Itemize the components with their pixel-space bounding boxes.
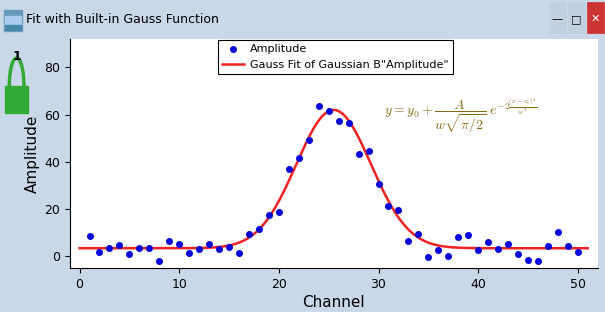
Bar [587,2,604,33]
Amplitude [105,246,114,251]
Text: 1: 1 [12,50,21,63]
Amplitude [224,245,234,250]
Amplitude [125,251,134,256]
Amplitude [404,239,413,244]
Bar [549,2,566,33]
Line: Gauss Fit of Gaussian B"Amplitude": Gauss Fit of Gaussian B"Amplitude" [79,110,588,248]
Amplitude [433,248,443,253]
Text: ✕: ✕ [591,14,600,24]
Text: □: □ [571,14,582,24]
Amplitude [543,243,553,248]
Amplitude [165,238,174,243]
Amplitude [134,246,144,251]
Amplitude [354,151,364,156]
Amplitude [324,109,333,114]
Y-axis label: Amplitude: Amplitude [25,115,40,193]
Amplitude [394,207,404,212]
Amplitude [453,235,463,240]
Bar [568,2,585,33]
Amplitude [533,259,543,264]
Amplitude [254,226,264,231]
Amplitude [304,138,313,143]
Gauss Fit of Gaussian B"Amplitude" [306,134,313,138]
Text: Fit with Built-in Gauss Function: Fit with Built-in Gauss Function [26,13,219,26]
Amplitude [154,258,164,263]
Amplitude [194,247,204,252]
Amplitude [94,249,104,254]
X-axis label: Channel: Channel [302,295,365,310]
Bar [4,10,22,31]
Amplitude [145,246,154,251]
Text: $y = y_0 + \dfrac{A}{w\sqrt{\pi/2}}\;e^{-2\frac{(x-x_c)^2}{w^2}}$: $y = y_0 + \dfrac{A}{w\sqrt{\pi/2}}\;e^{… [384,96,537,135]
Amplitude [374,181,384,186]
Amplitude [174,241,184,246]
Gauss Fit of Gaussian B"Amplitude" [416,236,423,240]
Text: —: — [552,14,563,24]
Amplitude [513,251,523,256]
Legend: Amplitude, Gauss Fit of Gaussian B"Amplitude": Amplitude, Gauss Fit of Gaussian B"Ampli… [218,40,453,75]
Amplitude [384,204,393,209]
Amplitude [344,121,353,126]
Amplitude [85,234,94,239]
Gauss Fit of Gaussian B"Amplitude" [76,246,83,250]
Amplitude [234,251,244,256]
Amplitude [204,241,214,246]
Bar [5,16,21,30]
Amplitude [244,231,253,236]
Amplitude [443,253,453,258]
Amplitude [264,213,273,218]
Amplitude [214,246,224,251]
Amplitude [573,250,583,255]
Amplitude [364,149,373,154]
Amplitude [274,209,284,214]
Amplitude [414,231,424,236]
Amplitude [473,248,483,253]
Amplitude [483,240,493,245]
Bar [5,25,21,30]
Amplitude [185,250,194,255]
Gauss Fit of Gaussian B"Amplitude" [459,246,466,250]
Amplitude [334,119,344,124]
Amplitude [463,233,473,238]
Amplitude [503,242,513,247]
Gauss Fit of Gaussian B"Amplitude" [376,182,384,186]
Amplitude [553,230,563,235]
Amplitude [523,258,533,263]
Gauss Fit of Gaussian B"Amplitude" [584,246,592,250]
Amplitude [114,243,124,248]
Amplitude [294,155,304,160]
Amplitude [493,247,503,252]
Gauss Fit of Gaussian B"Amplitude" [330,108,337,112]
Amplitude [284,167,293,172]
Amplitude [563,244,573,249]
Amplitude [314,104,324,109]
Amplitude [424,255,433,260]
Gauss Fit of Gaussian B"Amplitude" [166,246,173,250]
Bar [5,86,28,113]
Gauss Fit of Gaussian B"Amplitude" [206,246,214,250]
